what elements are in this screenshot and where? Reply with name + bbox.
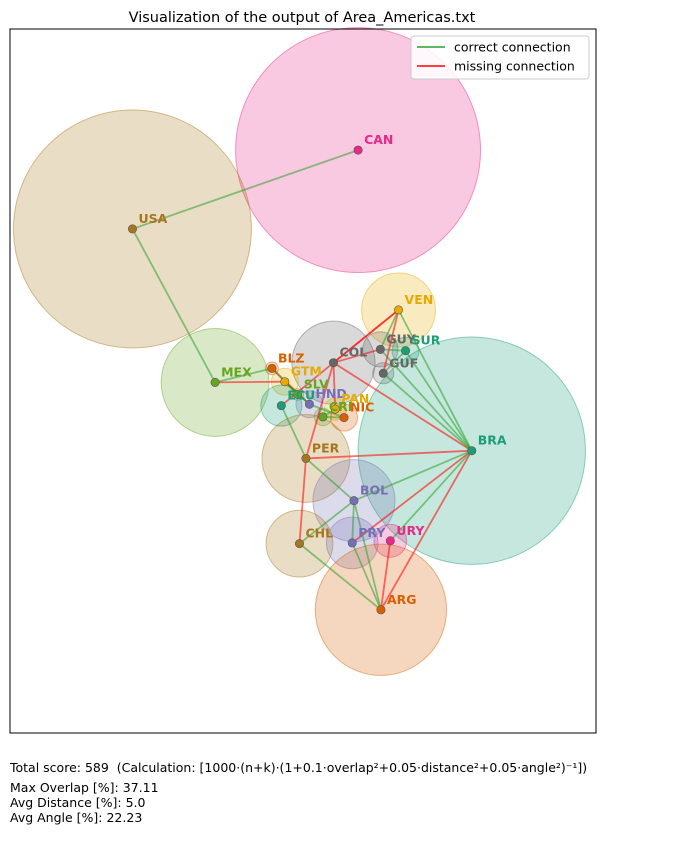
node-label-mex: MEX (221, 364, 252, 379)
node-label-ven: VEN (405, 292, 434, 307)
missing-connection-per-chl (298, 458, 307, 544)
node-label-bol: BOL (360, 483, 388, 498)
missing-connection-col-ecu (280, 362, 335, 407)
correct-connection-sur-bra (404, 350, 473, 452)
correct-connection-bol-chl (298, 499, 355, 545)
avg-angle-text: Avg Angle [%]: 22.23 (10, 810, 143, 825)
node-point-nic (339, 413, 349, 423)
node-label-ury: URY (396, 523, 425, 538)
chart: Visualization of the output of Area_Amer… (9, 10, 597, 734)
node-points (127, 145, 477, 615)
node-label-guy: GUY (386, 331, 416, 346)
missing-connection-per-bra (305, 449, 472, 460)
missing-connection-ury-arg (380, 540, 392, 610)
missing-connection-col-bra (332, 361, 473, 452)
missing-connection-mex-gtm (215, 380, 285, 384)
node-label-pan: PAN (341, 391, 369, 406)
node-point-pan (330, 404, 340, 414)
legend: correct connection missing connection (410, 35, 590, 80)
correct-connection-bol-arg (353, 500, 382, 611)
node-label-pry: PRY (358, 525, 386, 540)
avg-distance-text: Avg Distance [%]: 5.0 (10, 795, 146, 810)
node-point-hnd (304, 399, 314, 409)
correct-connection-per-bol (305, 457, 355, 502)
node-point-sur (401, 346, 411, 356)
missing-connection-pry-bra (351, 449, 473, 544)
node-point-arg (376, 605, 386, 615)
node-label-ecu: ECU (287, 388, 315, 403)
node-point-ven (394, 305, 404, 315)
node-point-bra (467, 446, 477, 456)
missing-connection-col-guy (333, 348, 381, 364)
correct-connection-ven-bra (397, 309, 473, 452)
node-label-blz: BLZ (278, 350, 305, 365)
correct-connection-chl-arg (298, 542, 382, 611)
node-label-cri: CRI (329, 399, 352, 414)
node-label-nic: NIC (350, 400, 374, 415)
node-point-bol (349, 496, 359, 506)
node-label-gtm: GTM (291, 364, 322, 379)
node-label-bra: BRA (478, 433, 507, 448)
chart-title: Visualization of the output of Area_Amer… (129, 10, 476, 26)
correct-connection-guy-bra (379, 348, 473, 452)
node-label-col: COL (339, 345, 367, 360)
correct-connection-hnd-nic (309, 403, 345, 419)
max-overlap-text: Max Overlap [%]: 37.11 (10, 780, 159, 795)
node-label-guf: GUF (389, 355, 418, 370)
correct-connection-ven-guy (379, 309, 400, 350)
node-label-slv: SLV (304, 376, 329, 391)
missing-connection-col-per (305, 362, 335, 459)
node-point-usa (127, 224, 137, 234)
node-label-hnd: HND (315, 386, 346, 401)
missing-connection-ven-col (332, 309, 400, 364)
node-label-can: CAN (364, 132, 393, 147)
node-point-chl (294, 539, 304, 549)
node-point-guf (378, 368, 388, 378)
node-point-ecu (276, 401, 286, 411)
legend-correct-label: correct connection (454, 40, 571, 55)
node-point-guy (375, 344, 385, 354)
legend-missing-label: missing connection (454, 59, 575, 74)
correct-connection-bol-pry (351, 500, 355, 543)
node-label-usa: USA (138, 211, 167, 226)
correct-connection-pry-arg (351, 542, 382, 611)
node-point-gtm (280, 377, 290, 387)
node-point-ury (385, 536, 395, 546)
legend-box (410, 35, 590, 80)
node-point-mex (210, 377, 220, 387)
node-point-cri (318, 412, 328, 422)
node-label-sur: SUR (412, 333, 441, 348)
node-point-per (301, 453, 311, 463)
total-score-text: Total score: 589 (Calculation: [1000·(n+… (10, 760, 588, 775)
node-label-per: PER (312, 440, 340, 455)
correct-connection-usa-mex (131, 228, 216, 383)
node-label-arg: ARG (387, 592, 417, 607)
node-label-chl: CHL (305, 526, 333, 541)
correct-connection-ury-bra (389, 450, 473, 542)
missing-connection-bra-arg (380, 450, 473, 611)
missing-connection-col-pan (332, 362, 337, 410)
node-point-pry (347, 538, 357, 548)
missing-connection-ven-guf (382, 309, 400, 374)
correct-connection-mex-blz (214, 367, 273, 384)
node-point-slv (293, 389, 303, 399)
node-point-col (328, 358, 338, 368)
correct-connection-bol-bra (353, 449, 473, 502)
correct-connection-ecu-per (280, 405, 307, 459)
correct-connection-sur-guf (382, 350, 407, 374)
node-point-blz (267, 363, 277, 373)
node-point-can (353, 145, 363, 155)
connection-lines (131, 149, 473, 611)
correct-connection-usa-can (132, 149, 359, 230)
plot-frame (9, 28, 597, 734)
correct-connection-guf-bra (382, 372, 473, 452)
